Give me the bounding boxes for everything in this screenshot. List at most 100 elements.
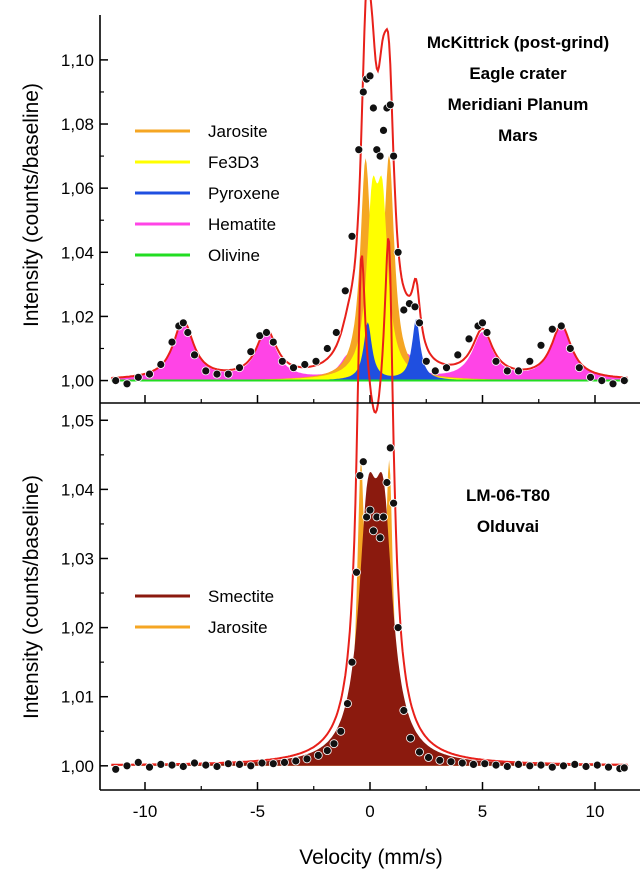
data-point (365, 71, 375, 81)
legend-label-hematite: Hematite (208, 215, 276, 234)
data-point (389, 498, 399, 508)
data-point (502, 366, 512, 376)
annotation-line: LM-06-T80 (466, 486, 550, 505)
component-area-fe3d3 (111, 175, 629, 381)
data-point (604, 762, 613, 772)
data-point (375, 151, 385, 161)
data-point (347, 231, 357, 241)
data-point (291, 756, 301, 766)
data-point (354, 145, 364, 155)
y-tick-label: 1,05 (61, 411, 94, 430)
data-point (156, 360, 166, 369)
data-point (491, 356, 501, 366)
y-axis-title: Intensity (counts/baseline) (20, 475, 43, 719)
y-tick-label: 1,10 (61, 51, 94, 70)
data-point (340, 286, 350, 296)
y-tick-label: 1,00 (61, 757, 94, 776)
data-point (343, 699, 352, 708)
annotation-line: McKittrick (post-grind) (427, 33, 609, 52)
data-point (435, 755, 445, 765)
bottom-panel: 1,00 1,01 1,02 1,03 1,04 1,05 -10 -5 0 5 10 Intensi… (20, 238, 629, 821)
data-point (525, 356, 535, 366)
component-area-hematite (111, 321, 629, 381)
x-tick-label: -10 (133, 802, 158, 821)
data-point (559, 761, 568, 771)
data-point (406, 733, 415, 743)
data-point (111, 764, 121, 774)
data-point (122, 761, 132, 771)
data-point (430, 366, 440, 376)
data-point (382, 478, 392, 487)
data-point (183, 328, 193, 337)
data-point (358, 457, 368, 467)
data-point (442, 363, 451, 373)
legend-label-fe3d3: Fe3D3 (208, 153, 259, 172)
data-point (393, 623, 403, 632)
data-point (491, 760, 501, 770)
data-point (122, 379, 132, 389)
data-point (262, 328, 271, 337)
data-point (178, 762, 188, 771)
data-point (424, 753, 433, 762)
y-tick-label: 1,06 (61, 179, 94, 198)
y-tick-label: 1,00 (61, 372, 94, 391)
data-point (268, 337, 278, 347)
data-point (201, 366, 211, 376)
data-point (212, 369, 222, 379)
data-point (133, 372, 143, 382)
y-tick-label: 1,04 (61, 243, 94, 262)
data-point (597, 376, 607, 386)
data-point (574, 363, 584, 373)
y-tick-label: 1,04 (61, 480, 94, 499)
data-point (586, 372, 595, 382)
data-point (352, 567, 361, 577)
data-point (178, 318, 188, 328)
data-point (277, 356, 287, 366)
y-tick-label: 1,02 (61, 307, 94, 326)
data-point (547, 324, 557, 334)
data-point (190, 350, 199, 360)
annotation-line: Meridiani Planum (448, 95, 589, 114)
top-panel: 1,00 1,02 1,04 1,06 1,08 1,10 Intensity (count… (20, 0, 629, 403)
data-point (223, 759, 233, 769)
data-point (410, 302, 420, 312)
y-tick-label: 1,02 (61, 619, 94, 638)
data-point (368, 103, 378, 113)
data-point (145, 762, 154, 772)
data-point (565, 344, 575, 353)
data-point (389, 151, 399, 161)
data-point (385, 443, 395, 453)
data-point (457, 758, 467, 768)
data-point (375, 533, 385, 543)
x-tick-label: 10 (586, 802, 605, 821)
data-point (415, 318, 424, 328)
annotation-line: Olduvai (477, 517, 539, 536)
data-point (365, 505, 375, 515)
y-tick-label: 1,08 (61, 115, 94, 134)
data-point (322, 344, 332, 353)
data-point (358, 87, 368, 97)
legend-label-jarosite: Jarosite (208, 122, 268, 141)
data-point (480, 759, 490, 769)
data-point (362, 512, 372, 522)
data-point (289, 363, 298, 373)
data-point (355, 471, 365, 481)
data-point (331, 328, 341, 337)
x-tick-label: 0 (365, 802, 374, 821)
data-point (393, 247, 403, 257)
data-point (399, 305, 409, 315)
data-point (446, 757, 456, 767)
data-point (464, 334, 474, 344)
data-point (235, 760, 244, 769)
data-point (619, 376, 629, 386)
x-axis-title: Velocity (mm/s) (299, 846, 443, 869)
data-point (619, 763, 629, 773)
data-point (482, 328, 492, 337)
data-point (547, 762, 557, 772)
annotation-line: Eagle crater (469, 64, 567, 83)
data-point (399, 706, 409, 715)
data-point (421, 356, 431, 366)
data-point (246, 761, 256, 771)
y-tick-label: 1,01 (61, 688, 94, 707)
data-point (368, 526, 378, 536)
